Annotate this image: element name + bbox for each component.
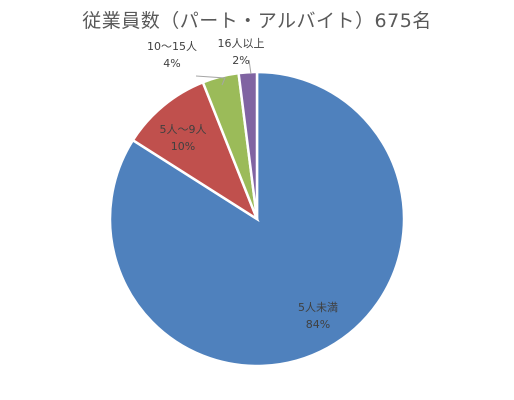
- leader-line: [195, 75, 226, 86]
- slice-category-label: 16人以上: [218, 37, 265, 50]
- slice-percent-label: 84%: [306, 318, 330, 331]
- pie-slice: [131, 80, 260, 223]
- slice-category-label: 5人未満: [298, 301, 338, 314]
- slice-category-label: 10～15人: [147, 40, 197, 53]
- slice-percent-label: 2%: [232, 54, 249, 67]
- slice-percent-label: 4%: [163, 57, 180, 70]
- pie-slice: [237, 70, 259, 220]
- chart-title: 従業員数（パート・アルバイト）675名: [82, 10, 432, 32]
- slice-category-label: 5人～9人: [160, 123, 207, 136]
- slice-percent-label: 10%: [171, 140, 195, 153]
- leader-line: [248, 59, 252, 75]
